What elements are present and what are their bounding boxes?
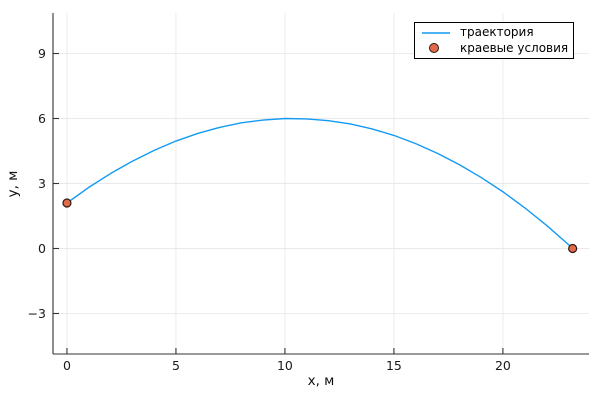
- x-axis-label: x, м: [307, 373, 335, 389]
- legend-label-boundary: краевые условия: [460, 40, 569, 55]
- legend-label-trajectory: траектория: [460, 25, 534, 40]
- x-tick-label: 0: [63, 358, 71, 373]
- boundary-marker-icon: [429, 43, 439, 54]
- legend: траектория краевые условия: [414, 22, 574, 59]
- x-tick-label: 20: [495, 358, 511, 373]
- trajectory-line-icon: [422, 32, 450, 34]
- y-tick-label: 0: [38, 241, 46, 256]
- boundary-point: [62, 198, 72, 208]
- legend-entry-boundary: краевые условия: [421, 40, 569, 56]
- x-tick-label: 15: [386, 358, 402, 373]
- y-tick-label: 9: [38, 46, 46, 61]
- y-tick-label: −3: [28, 306, 46, 321]
- x-tick-label: 5: [172, 358, 180, 373]
- y-tick-label: 6: [38, 111, 46, 126]
- legend-entry-trajectory: траектория: [421, 25, 567, 40]
- x-tick-label: 10: [277, 358, 293, 373]
- y-tick-label: 3: [38, 176, 46, 191]
- y-axis-label: y, м: [5, 170, 21, 198]
- trajectory-line: [66, 117, 574, 250]
- boundary-point: [568, 243, 578, 254]
